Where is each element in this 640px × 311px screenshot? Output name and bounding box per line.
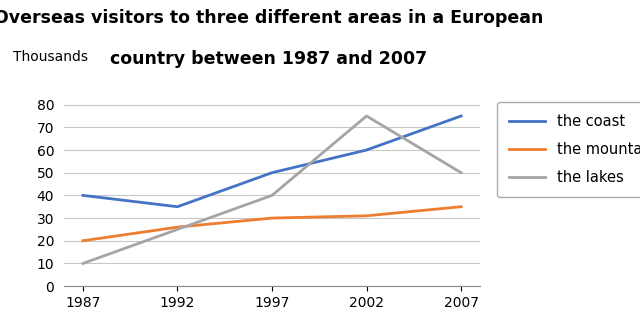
Text: country between 1987 and 2007: country between 1987 and 2007 [110, 50, 428, 68]
the coast [457, 114, 465, 118]
the mountains [457, 205, 465, 209]
the mountains [173, 225, 181, 229]
Line: the coast: the coast [83, 116, 461, 207]
the lakes [363, 114, 371, 118]
the lakes [173, 228, 181, 231]
Line: the lakes: the lakes [83, 116, 461, 263]
Legend: the coast, the mountains, the lakes: the coast, the mountains, the lakes [497, 102, 640, 197]
the mountains [268, 216, 276, 220]
the lakes [457, 171, 465, 174]
the lakes [79, 262, 87, 265]
the mountains [363, 214, 371, 218]
the mountains [79, 239, 87, 243]
Line: the mountains: the mountains [83, 207, 461, 241]
Text: Thousands: Thousands [13, 50, 88, 64]
the coast [268, 171, 276, 174]
the coast [173, 205, 181, 209]
Text: Overseas visitors to three different areas in a European: Overseas visitors to three different are… [0, 9, 543, 27]
the coast [363, 148, 371, 152]
the lakes [268, 193, 276, 197]
the coast [79, 193, 87, 197]
